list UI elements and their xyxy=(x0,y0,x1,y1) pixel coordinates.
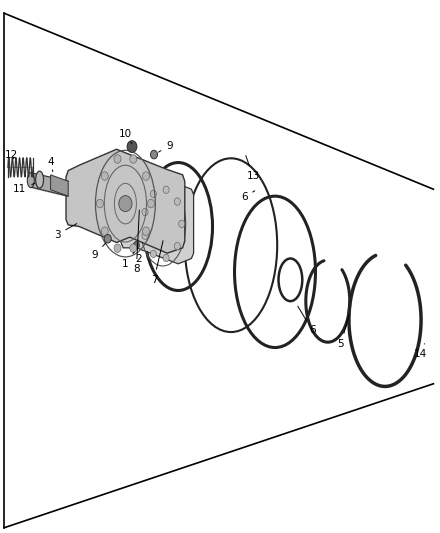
Circle shape xyxy=(96,199,103,208)
Polygon shape xyxy=(51,175,68,196)
Circle shape xyxy=(147,199,154,208)
Text: 6: 6 xyxy=(298,306,316,335)
Circle shape xyxy=(150,250,157,257)
Circle shape xyxy=(119,196,132,212)
Circle shape xyxy=(163,254,169,262)
Text: 9: 9 xyxy=(91,243,106,260)
Text: 7: 7 xyxy=(150,241,163,285)
Circle shape xyxy=(143,227,150,236)
Ellipse shape xyxy=(36,171,44,188)
Text: 12: 12 xyxy=(4,150,18,159)
Circle shape xyxy=(143,172,150,180)
Circle shape xyxy=(114,155,121,163)
Circle shape xyxy=(127,141,137,152)
Circle shape xyxy=(150,190,157,198)
Circle shape xyxy=(142,232,148,239)
Text: 1: 1 xyxy=(122,252,134,269)
Text: 3: 3 xyxy=(54,224,77,239)
Text: 2: 2 xyxy=(135,252,147,263)
Text: 10: 10 xyxy=(119,130,132,144)
Circle shape xyxy=(179,220,185,228)
Text: 8: 8 xyxy=(133,210,140,274)
Circle shape xyxy=(104,235,111,243)
Text: 11: 11 xyxy=(13,183,35,194)
Circle shape xyxy=(101,227,108,236)
Circle shape xyxy=(150,150,158,159)
Text: 9: 9 xyxy=(158,141,173,152)
Circle shape xyxy=(114,244,121,253)
Text: 14: 14 xyxy=(414,344,427,359)
Circle shape xyxy=(133,241,139,249)
Circle shape xyxy=(142,208,148,216)
Circle shape xyxy=(174,243,180,250)
Ellipse shape xyxy=(166,204,191,249)
Polygon shape xyxy=(121,168,194,264)
Polygon shape xyxy=(66,149,185,253)
Text: 5: 5 xyxy=(337,314,349,349)
Text: 4: 4 xyxy=(47,157,54,172)
Ellipse shape xyxy=(27,173,34,188)
Circle shape xyxy=(174,198,180,205)
Circle shape xyxy=(101,172,108,180)
Circle shape xyxy=(130,244,137,253)
Circle shape xyxy=(130,155,137,163)
Text: 6: 6 xyxy=(241,191,255,202)
Circle shape xyxy=(163,186,169,193)
Text: 13: 13 xyxy=(246,156,260,181)
